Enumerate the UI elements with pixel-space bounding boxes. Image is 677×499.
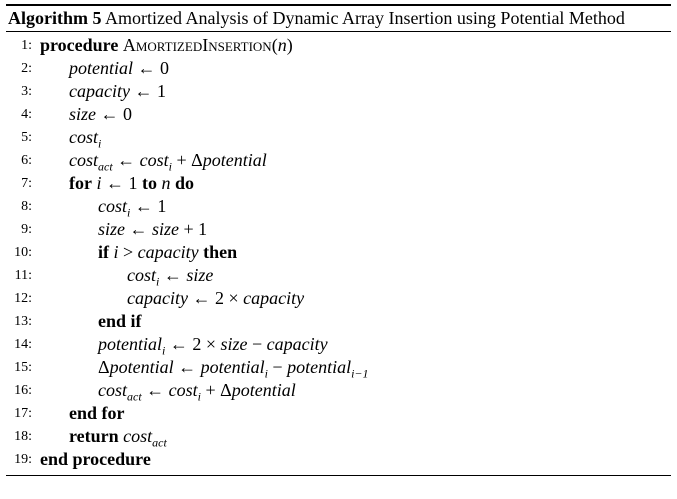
line-code: costi ← size (127, 265, 214, 289)
line-3: 3: capacity ← 1 (6, 80, 671, 103)
line-number: 3: (21, 84, 32, 99)
line-11: 11: costi ← size (6, 264, 671, 289)
line-number: 19: (14, 452, 32, 467)
line-12: 12: capacity ← 2 × capacity (6, 287, 671, 310)
line-code: end for (69, 403, 125, 423)
line-2: 2: potential ← 0 (6, 57, 671, 80)
line-code: costi (69, 127, 102, 151)
line-code: Δpotential ← potentiali − potentiali−1 (98, 357, 369, 381)
caption-label: Algorithm 5 (8, 8, 102, 28)
line-code: for i ← 1 to n do (69, 173, 195, 193)
line-number: 17: (14, 406, 32, 421)
line-10: 10: if i > capacity then (6, 241, 671, 264)
line-code: potentiali ← 2 × size − capacity (98, 334, 328, 358)
line-code: costi ← 1 (98, 196, 167, 220)
line-number: 15: (14, 360, 32, 375)
algorithm-block: Algorithm 5 Amortized Analysis of Dynami… (6, 4, 671, 476)
line-1: 1: procedure AmortizedInsertion(n) (6, 34, 671, 57)
line-code: costact ← costi + Δpotential (98, 380, 296, 404)
line-code: size ← size + 1 (98, 219, 208, 239)
algorithm-caption: Algorithm 5 Amortized Analysis of Dynami… (6, 6, 671, 31)
line-8: 8: costi ← 1 (6, 195, 671, 220)
line-number: 1: (21, 38, 32, 53)
line-number: 6: (21, 153, 32, 168)
algorithm-lines: 1: procedure AmortizedInsertion(n) 2: po… (6, 32, 671, 475)
line-number: 2: (21, 61, 32, 76)
caption-text: Amortized Analysis of Dynamic Array Inse… (101, 8, 625, 28)
caption-rule (6, 31, 671, 32)
bottom-rule (6, 475, 671, 476)
line-code: if i > capacity then (98, 242, 238, 262)
line-18: 18: return costact (6, 425, 671, 450)
line-4: 4: size ← 0 (6, 103, 671, 126)
line-number: 12: (14, 291, 32, 306)
line-number: 8: (21, 199, 32, 214)
line-code: procedure AmortizedInsertion(n) (40, 35, 293, 55)
line-17: 17: end for (6, 402, 671, 425)
line-number: 9: (21, 222, 32, 237)
line-number: 11: (14, 268, 32, 283)
line-code: end if (98, 311, 142, 331)
line-13: 13: end if (6, 310, 671, 333)
line-code: end procedure (40, 449, 151, 469)
line-number: 18: (14, 429, 32, 444)
line-number: 4: (21, 107, 32, 122)
line-14: 14: potentiali ← 2 × size − capacity (6, 333, 671, 358)
line-code: capacity ← 2 × capacity (127, 288, 305, 308)
line-code: potential ← 0 (69, 58, 169, 78)
line-code: costact ← costi + Δpotential (69, 150, 267, 174)
line-15: 15: Δpotential ← potentiali − potentiali… (6, 356, 671, 381)
top-rule (6, 4, 671, 6)
line-code: return costact (69, 426, 167, 450)
line-number: 14: (14, 337, 32, 352)
line-code: capacity ← 1 (69, 81, 166, 101)
line-7: 7: for i ← 1 to n do (6, 172, 671, 195)
line-number: 13: (14, 314, 32, 329)
line-6: 6: costact ← costi + Δpotential (6, 149, 671, 174)
line-number: 5: (21, 130, 32, 145)
line-code: size ← 0 (69, 104, 132, 124)
line-number: 16: (14, 383, 32, 398)
line-5: 5: costi (6, 126, 671, 151)
line-number: 10: (14, 245, 32, 260)
line-9: 9: size ← size + 1 (6, 218, 671, 241)
line-number: 7: (21, 176, 32, 191)
line-16: 16: costact ← costi + Δpotential (6, 379, 671, 404)
line-19: 19: end procedure (6, 448, 671, 471)
